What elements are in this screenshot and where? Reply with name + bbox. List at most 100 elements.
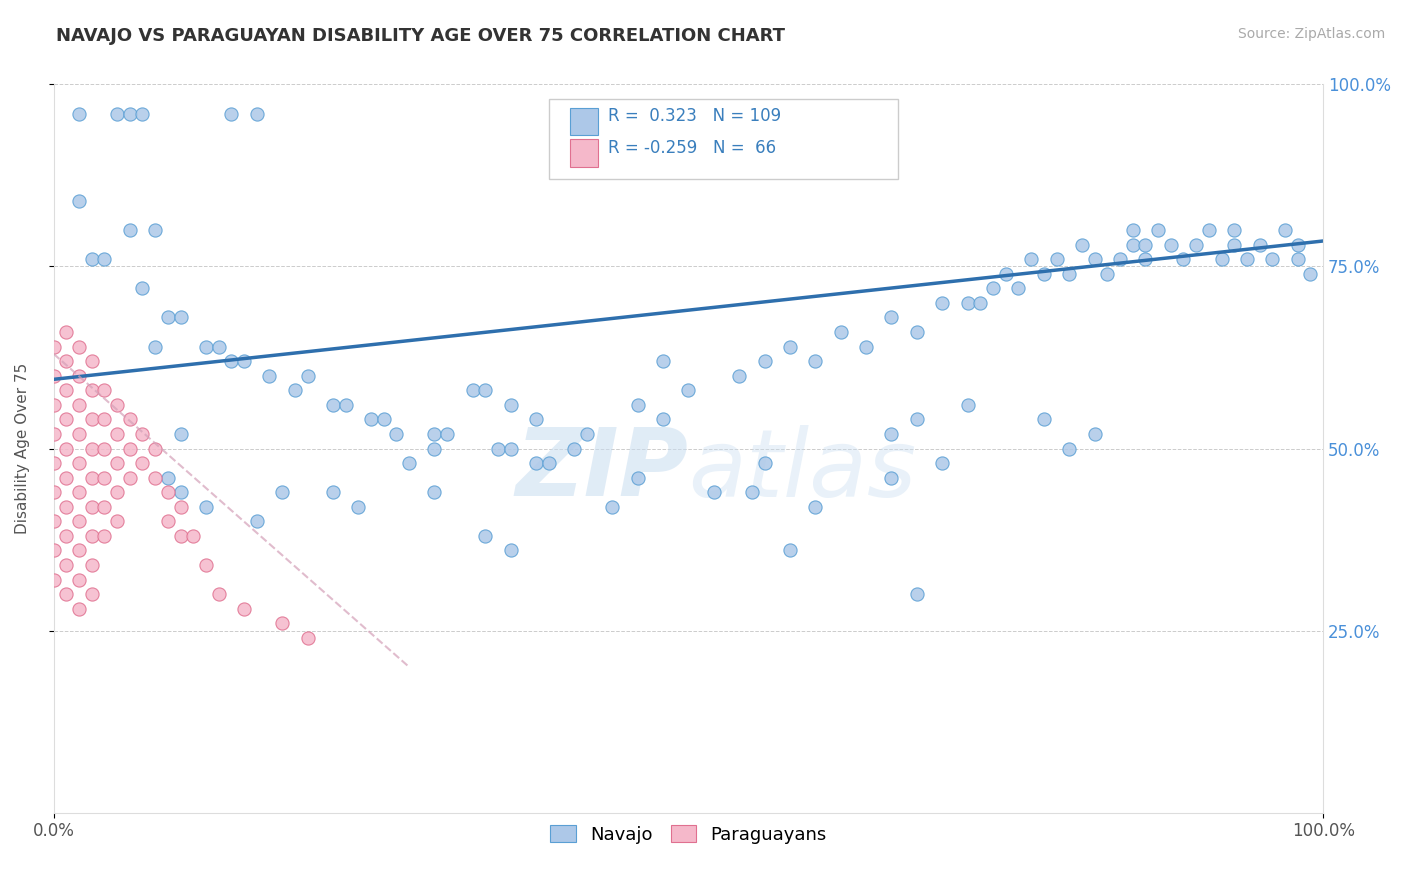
Point xyxy=(1147,223,1170,237)
Point xyxy=(398,456,420,470)
Point xyxy=(156,514,179,528)
Point xyxy=(1299,267,1322,281)
Point xyxy=(42,514,65,528)
Point xyxy=(524,412,547,426)
Point xyxy=(118,106,141,120)
Point xyxy=(1032,412,1054,426)
Text: NAVAJO VS PARAGUAYAN DISABILITY AGE OVER 75 CORRELATION CHART: NAVAJO VS PARAGUAYAN DISABILITY AGE OVER… xyxy=(56,27,785,45)
Point xyxy=(1057,267,1080,281)
Text: ZIP: ZIP xyxy=(516,425,689,516)
Point xyxy=(600,500,623,514)
Point xyxy=(55,587,77,601)
Point xyxy=(1261,252,1284,267)
Point xyxy=(80,384,103,398)
Point xyxy=(105,456,128,470)
Point xyxy=(804,354,827,368)
Point xyxy=(754,456,776,470)
Point xyxy=(118,470,141,484)
Point xyxy=(233,354,256,368)
Point xyxy=(652,354,675,368)
Point xyxy=(80,470,103,484)
Y-axis label: Disability Age Over 75: Disability Age Over 75 xyxy=(15,363,30,534)
Point xyxy=(118,412,141,426)
Point xyxy=(67,368,90,383)
Point xyxy=(1135,237,1157,252)
Point xyxy=(741,485,763,500)
Text: R = -0.259   N =  66: R = -0.259 N = 66 xyxy=(609,139,776,157)
Point xyxy=(55,558,77,572)
Point xyxy=(169,485,191,500)
Point xyxy=(1286,237,1309,252)
Point xyxy=(42,456,65,470)
Point xyxy=(1160,237,1182,252)
Point xyxy=(156,310,179,325)
Point xyxy=(80,412,103,426)
Point xyxy=(1122,223,1144,237)
Point xyxy=(55,529,77,543)
Point xyxy=(1135,252,1157,267)
Point xyxy=(1274,223,1296,237)
Point xyxy=(1071,237,1094,252)
Point xyxy=(830,325,852,339)
Point xyxy=(880,470,903,484)
Point xyxy=(461,384,484,398)
Point xyxy=(42,340,65,354)
Point xyxy=(67,543,90,558)
Point xyxy=(55,354,77,368)
Bar xyxy=(571,139,598,167)
Point xyxy=(905,325,928,339)
Point xyxy=(994,267,1017,281)
Point xyxy=(956,398,979,412)
Point xyxy=(169,529,191,543)
Point xyxy=(80,500,103,514)
Point xyxy=(169,500,191,514)
Point xyxy=(905,587,928,601)
Text: R =  0.323   N = 109: R = 0.323 N = 109 xyxy=(609,107,782,125)
Point xyxy=(1097,267,1119,281)
Point xyxy=(1045,252,1067,267)
Point xyxy=(652,412,675,426)
Point xyxy=(93,529,115,543)
Point xyxy=(335,398,357,412)
Point xyxy=(67,194,90,208)
Point xyxy=(728,106,751,120)
Point xyxy=(1236,252,1258,267)
Point xyxy=(423,442,446,456)
Point xyxy=(131,456,153,470)
Point xyxy=(118,442,141,456)
Point xyxy=(1122,237,1144,252)
Point xyxy=(1211,252,1233,267)
Point xyxy=(208,340,231,354)
Point xyxy=(67,573,90,587)
Point xyxy=(143,470,166,484)
Point xyxy=(1286,252,1309,267)
Point xyxy=(105,106,128,120)
Point xyxy=(969,296,991,310)
Text: Source: ZipAtlas.com: Source: ZipAtlas.com xyxy=(1237,27,1385,41)
Point xyxy=(575,426,598,441)
Point xyxy=(55,412,77,426)
Point xyxy=(360,412,382,426)
Point xyxy=(474,384,496,398)
Point xyxy=(1109,252,1132,267)
Point xyxy=(55,470,77,484)
Point xyxy=(1185,237,1208,252)
Point xyxy=(1198,223,1220,237)
Point xyxy=(1249,237,1271,252)
Point xyxy=(55,325,77,339)
Point xyxy=(143,442,166,456)
Point xyxy=(690,106,713,120)
Point xyxy=(385,426,408,441)
Point xyxy=(1084,252,1107,267)
Point xyxy=(55,384,77,398)
Point xyxy=(779,340,801,354)
Point xyxy=(259,368,281,383)
Point xyxy=(956,296,979,310)
Point xyxy=(931,456,953,470)
Point xyxy=(194,340,217,354)
Point xyxy=(67,340,90,354)
Point xyxy=(233,601,256,615)
Point xyxy=(208,587,231,601)
Point xyxy=(373,412,395,426)
Point xyxy=(499,543,522,558)
